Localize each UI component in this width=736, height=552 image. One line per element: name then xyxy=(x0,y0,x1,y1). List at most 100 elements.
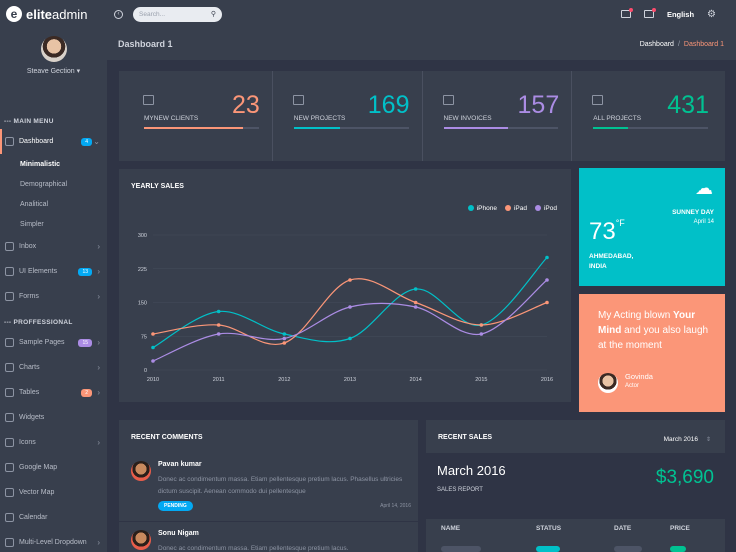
mail-icon[interactable] xyxy=(620,8,633,18)
language-selector[interactable]: English xyxy=(666,9,695,19)
series-line xyxy=(152,279,548,362)
search-icon[interactable]: ⚲ xyxy=(210,11,216,18)
sidebar-item-label: Forms xyxy=(19,293,39,300)
sidebar-item[interactable]: UI Elements 13 › xyxy=(0,259,107,284)
data-point[interactable] xyxy=(216,309,221,314)
data-point[interactable] xyxy=(479,332,484,336)
user-profile: Steave Gection ▾ xyxy=(0,28,107,114)
sidebar-item[interactable]: Vector Map xyxy=(0,480,107,505)
data-point[interactable] xyxy=(545,255,549,260)
main-menu-heading: --- MAIN MENU xyxy=(4,118,54,125)
sidebar-toggle-icon[interactable]: ‹ xyxy=(114,9,123,19)
legend-item: iPod xyxy=(534,205,557,212)
progress-fill xyxy=(443,127,508,129)
row-name-placeholder xyxy=(441,546,481,552)
sales-month: March 2016 xyxy=(437,463,506,478)
yearly-sales-chart: 0 75 150 225 300 2010 2011 2012 2013 2014 2015 2016 xyxy=(138,233,553,383)
tasks-icon[interactable] xyxy=(643,8,656,18)
table-header-price: PRICE xyxy=(670,525,690,532)
data-point[interactable] xyxy=(413,287,418,291)
comment-author: Pavan kumar xyxy=(158,461,202,468)
sidebar-subitem[interactable]: Simpler xyxy=(20,220,44,228)
data-point[interactable] xyxy=(348,278,352,282)
stat-value: 431 xyxy=(667,91,709,119)
logo[interactable]: e eliteadmin xyxy=(0,0,107,28)
sidebar-subitem[interactable]: Demographical xyxy=(20,180,68,188)
gear-icon[interactable]: ⚙ xyxy=(707,8,716,20)
sidebar-item[interactable]: Forms › xyxy=(0,284,107,309)
comment-text: Donec ac condimentum massa. Etiam pellen… xyxy=(158,545,349,552)
data-point[interactable] xyxy=(151,345,155,350)
inbox-icon xyxy=(5,242,14,251)
legend-label: iPad xyxy=(513,205,527,212)
x-tick-label: 2016 xyxy=(541,377,553,383)
card-title: RECENT SALES xyxy=(438,434,493,441)
divider xyxy=(119,521,418,522)
data-point[interactable] xyxy=(479,323,484,327)
sidebar-item[interactable]: Tables 2 › xyxy=(0,380,107,405)
table-icon xyxy=(5,388,14,397)
data-point[interactable] xyxy=(413,300,418,305)
sidebar-item[interactable]: Inbox › xyxy=(0,234,107,259)
stat-label: MYNEW CLIENTS xyxy=(144,115,199,122)
sidebar-item-label: Icons xyxy=(19,439,36,446)
sidebar-item[interactable]: Multi-Level Dropdown › xyxy=(0,530,107,552)
data-point[interactable] xyxy=(282,332,287,336)
data-point[interactable] xyxy=(348,336,352,341)
data-point[interactable] xyxy=(413,305,418,309)
weather-condition: SUNNEY DAY xyxy=(672,209,714,216)
chevron-right-icon: › xyxy=(97,538,100,547)
topbar-actions: English ⚙ xyxy=(620,8,716,20)
sidebar-item-dashboard[interactable]: Dashboard 4 ⌄ xyxy=(0,129,107,154)
data-point[interactable] xyxy=(216,323,221,327)
map-icon xyxy=(5,488,14,497)
table-header-status: STATUS xyxy=(536,525,562,532)
sidebar: e eliteadmin Steave Gection ▾ --- MAIN M… xyxy=(0,0,107,552)
sidebar-item-label: Multi-Level Dropdown xyxy=(19,539,87,546)
stat-widget: 169 NEW PROJECTS xyxy=(273,71,423,161)
legend-label: iPod xyxy=(543,205,557,212)
data-point[interactable] xyxy=(545,300,549,305)
avatar[interactable] xyxy=(598,373,618,393)
sidebar-subitem[interactable]: Minimalistic xyxy=(20,160,61,168)
data-point[interactable] xyxy=(282,336,287,341)
sidebar-item-label: Vector Map xyxy=(19,489,55,496)
data-point[interactable] xyxy=(282,341,287,345)
sales-header: RECENT SALES March 2016 ⇕ xyxy=(426,420,725,460)
avatar[interactable] xyxy=(40,36,67,62)
avatar xyxy=(131,530,151,550)
data-point[interactable] xyxy=(216,332,221,336)
sidebar-subitem[interactable]: Analitical xyxy=(20,200,49,208)
row-status-pill xyxy=(536,546,560,552)
sidebar-item[interactable]: Calendar xyxy=(0,505,107,530)
sidebar-item[interactable]: Widgets xyxy=(0,405,107,430)
data-point[interactable] xyxy=(348,305,352,309)
sidebar-item[interactable]: Sample Pages 15 › xyxy=(0,330,107,355)
stat-value: 169 xyxy=(367,91,410,119)
sidebar-item[interactable]: Charts › xyxy=(0,355,107,380)
data-point[interactable] xyxy=(545,278,549,282)
month-select[interactable]: March 2016 ⇕ xyxy=(663,436,711,443)
stat-icon xyxy=(292,95,304,105)
chevron-right-icon: › xyxy=(97,388,100,397)
breadcrumb-separator: / xyxy=(677,40,680,48)
legend-swatch xyxy=(504,205,511,211)
card-title: RECENT COMMENTS xyxy=(131,434,203,441)
table-header-date: DATE xyxy=(614,525,632,532)
search-input[interactable]: Search... ⚲ xyxy=(133,6,222,22)
breadcrumb-root[interactable]: Dashboard xyxy=(639,40,674,48)
table-row[interactable] xyxy=(441,546,710,552)
sidebar-item-label: Calendar xyxy=(19,514,48,521)
sidebar-item[interactable]: Icons › xyxy=(0,430,107,455)
status-badge: PENDING xyxy=(158,501,193,511)
y-tick-label: 150 xyxy=(138,301,147,307)
recent-comments-card: RECENT COMMENTS Pavan kumar Donec ac con… xyxy=(119,420,418,552)
legend-label: iPhone xyxy=(476,205,497,212)
topbar: ‹ Search... ⚲ English ⚙ xyxy=(107,0,736,28)
username-dropdown[interactable]: Steave Gection ▾ xyxy=(26,68,81,75)
sidebar-item[interactable]: Google Map xyxy=(0,455,107,480)
data-point[interactable] xyxy=(151,332,155,336)
data-point[interactable] xyxy=(151,359,155,363)
stat-value: 157 xyxy=(517,91,560,119)
